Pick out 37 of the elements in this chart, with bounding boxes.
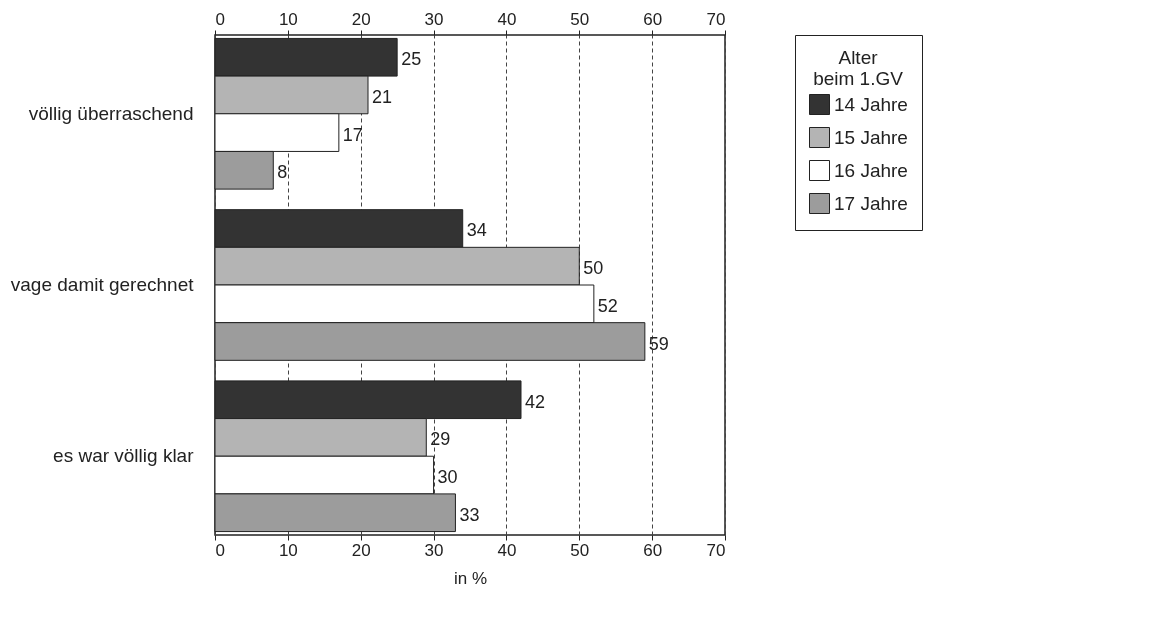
x-tick-label: 20 bbox=[351, 540, 371, 560]
legend-label: 15 Jahre bbox=[834, 126, 908, 148]
x-tick-label: 0 bbox=[215, 540, 225, 560]
x-tick-label: 10 bbox=[278, 540, 298, 560]
data-label: 21 bbox=[372, 86, 393, 107]
legend-label: 14 Jahre bbox=[834, 93, 908, 115]
y-tick-label: vage damit gerechnet bbox=[10, 274, 195, 295]
legend-label: 17 Jahre bbox=[834, 192, 908, 214]
x2-tick-label: 40 bbox=[497, 9, 517, 29]
x2-tick-label: 20 bbox=[351, 9, 371, 29]
data-label: 17 bbox=[342, 124, 363, 145]
data-label: 25 bbox=[401, 49, 422, 70]
x2-tick-label: 30 bbox=[424, 9, 444, 29]
data-label: 42 bbox=[525, 391, 546, 412]
x-tick-label: 70 bbox=[706, 540, 726, 560]
data-label: 59 bbox=[648, 333, 669, 354]
x-axis-title: in % bbox=[453, 568, 488, 588]
x-tick-label: 30 bbox=[424, 540, 444, 560]
data-label: 33 bbox=[459, 504, 480, 525]
data-label: 34 bbox=[466, 220, 487, 241]
data-label: 29 bbox=[430, 429, 451, 450]
x2-tick-label: 10 bbox=[278, 9, 298, 29]
x2-tick-label: 60 bbox=[643, 9, 663, 29]
x2-tick-label: 0 bbox=[215, 9, 225, 29]
legend-label: 16 Jahre bbox=[834, 159, 908, 181]
data-label: 50 bbox=[583, 258, 604, 279]
legend-title: Alter beim 1.GV bbox=[813, 47, 904, 89]
data-label: 8 bbox=[277, 162, 288, 183]
x-tick-label: 60 bbox=[643, 540, 663, 560]
data-label: 30 bbox=[437, 467, 458, 488]
y-tick-label: völlig überraschend bbox=[28, 102, 194, 124]
data-label: 52 bbox=[597, 295, 618, 316]
y-tick-label: es war völlig klar bbox=[53, 445, 195, 467]
x2-tick-label: 70 bbox=[706, 9, 726, 29]
x-tick-label: 50 bbox=[570, 540, 590, 560]
x2-tick-label: 50 bbox=[570, 9, 590, 29]
x-tick-label: 40 bbox=[497, 540, 517, 560]
